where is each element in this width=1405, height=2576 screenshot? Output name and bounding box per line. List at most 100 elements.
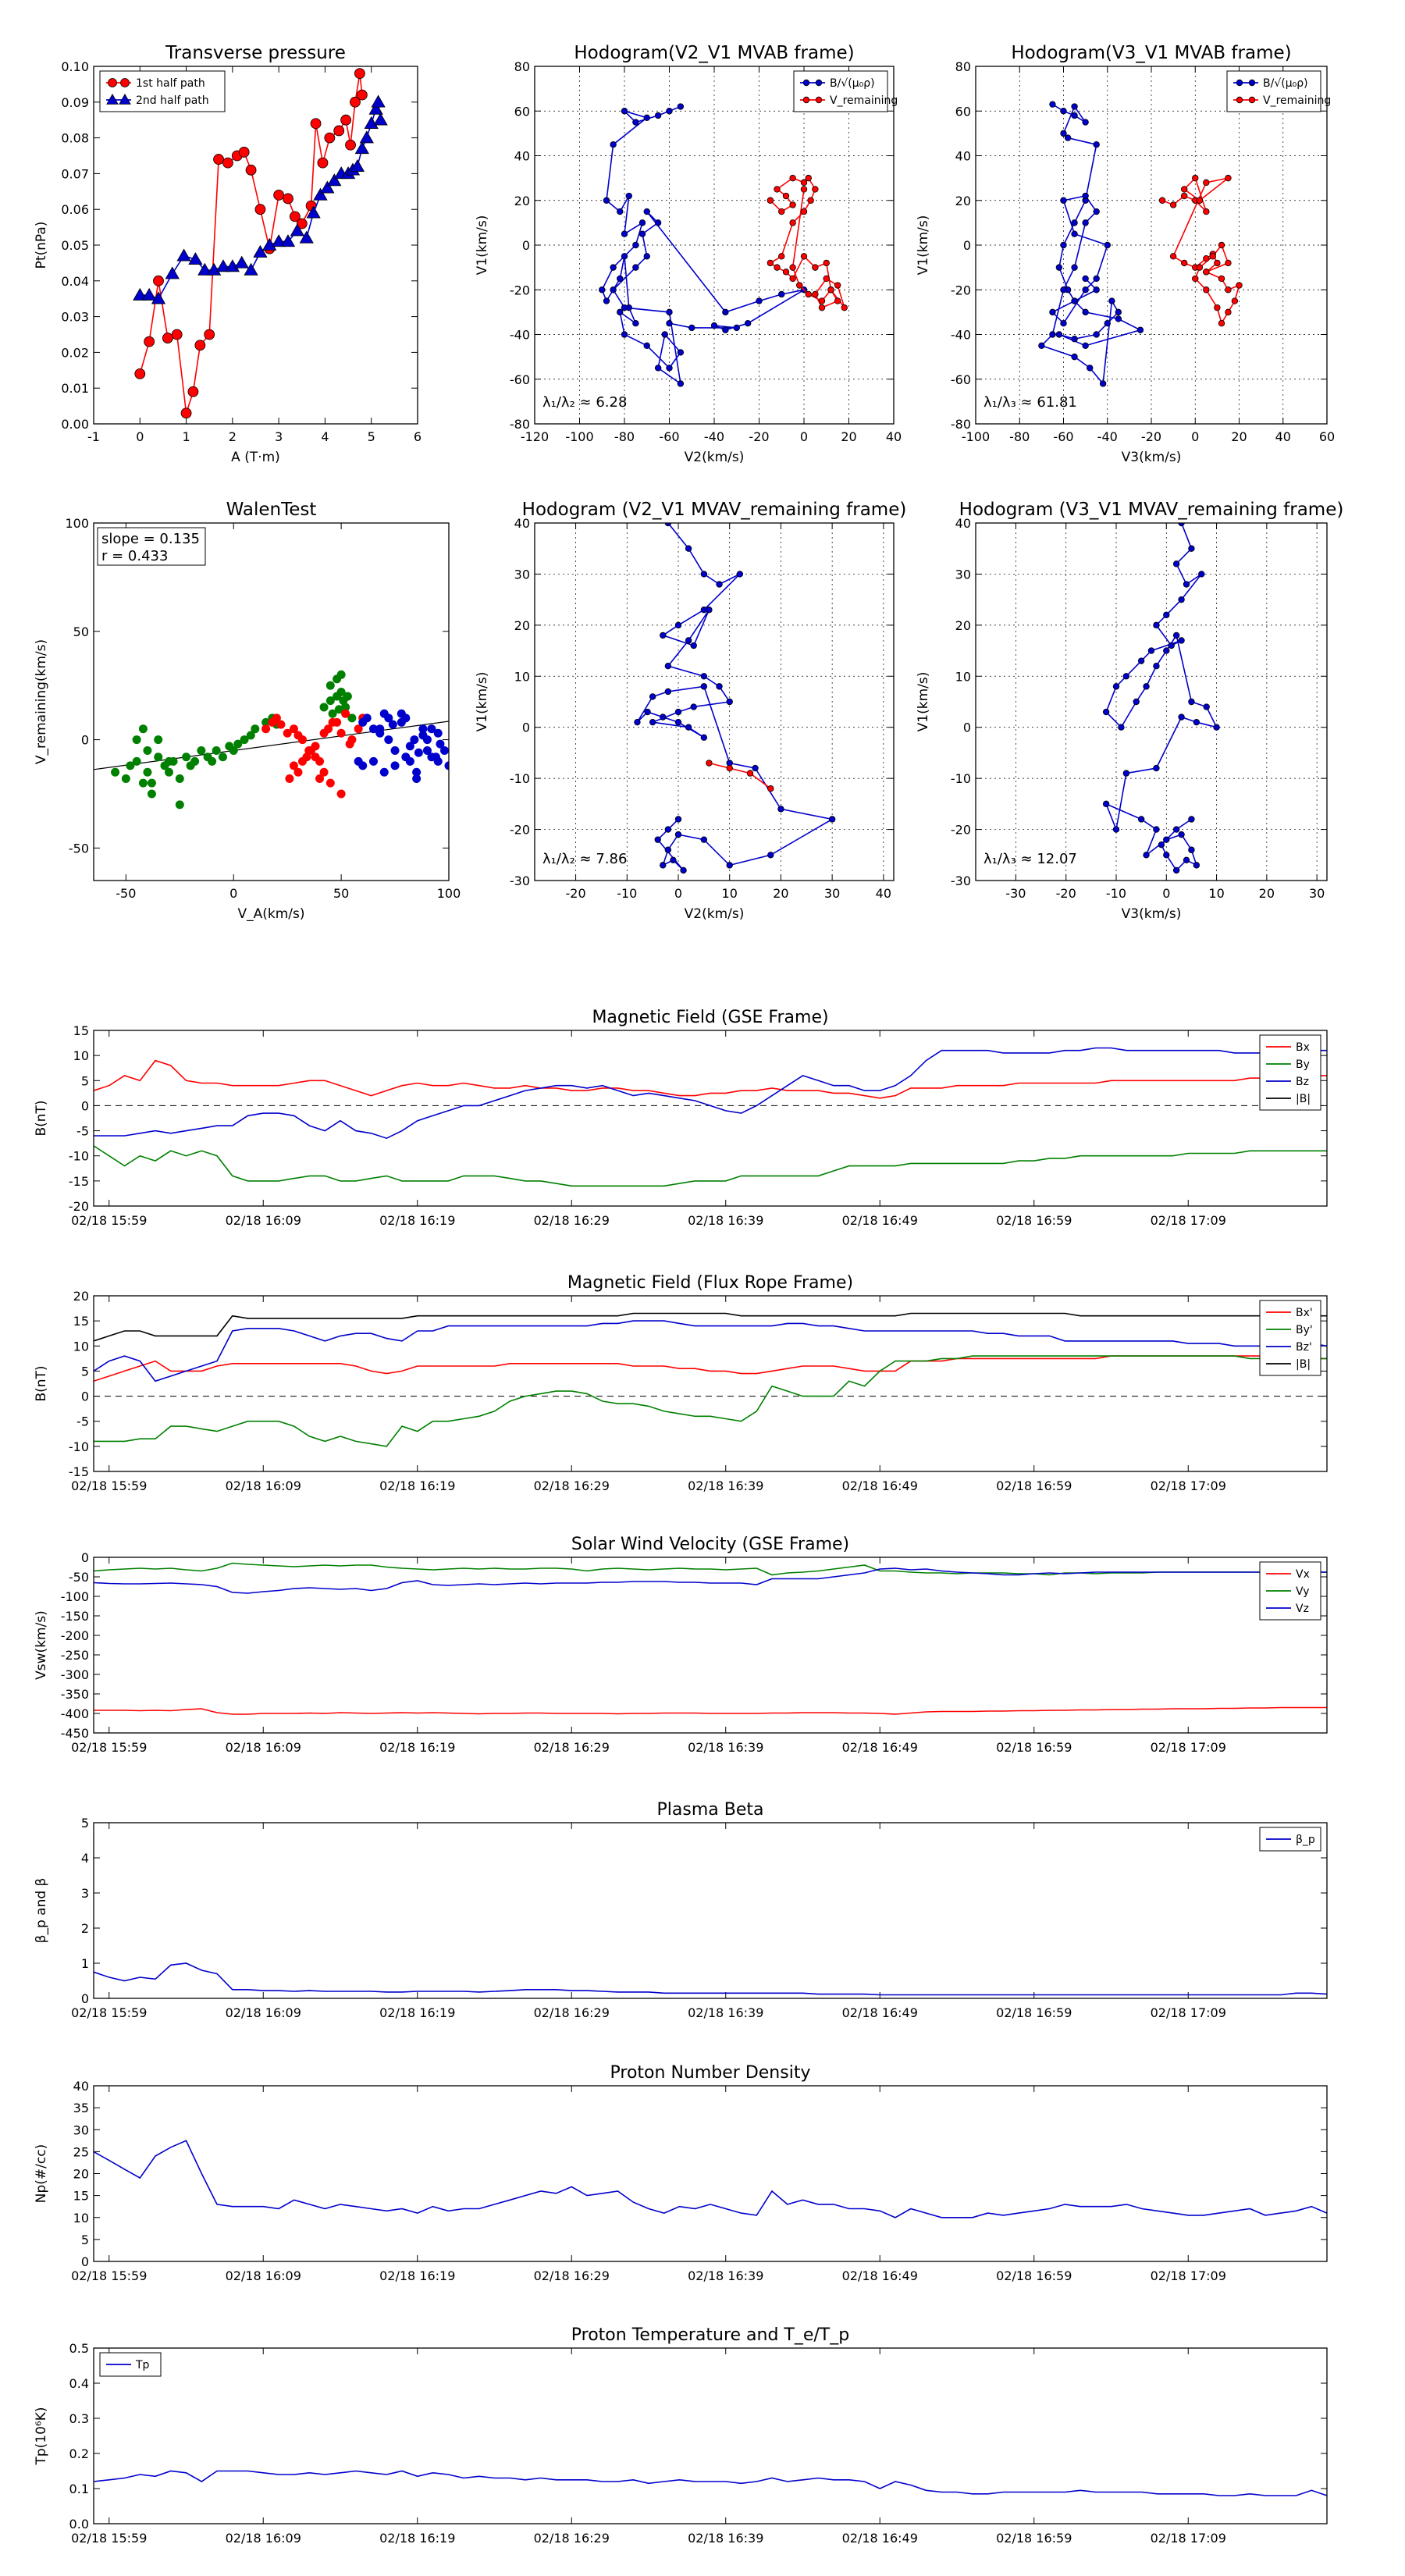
y-tick-label: 30 xyxy=(73,2122,89,2137)
series-2nd-half-path-line xyxy=(140,101,382,300)
series-b-point xyxy=(1093,141,1100,148)
series-v-remaining-point xyxy=(706,760,713,767)
series-v-remaining-point xyxy=(812,264,819,271)
y-tick-label: 0 xyxy=(81,1098,89,1113)
series-2nd-half-path-point xyxy=(354,141,369,155)
x-tick-label: 20 xyxy=(841,429,856,444)
series-v-remaining-point xyxy=(782,269,790,276)
series-2nd-half-path-point xyxy=(272,234,286,247)
series-1st-half-path-point xyxy=(162,333,173,343)
series-v-point xyxy=(1183,856,1190,864)
x-tick-label: -40 xyxy=(704,429,724,444)
y-axis-label: V1(km/s) xyxy=(475,672,490,732)
y-tick-label: 15 xyxy=(73,1314,89,1329)
series-green-point xyxy=(233,739,243,749)
x-tick-label: 02/18 17:09 xyxy=(1151,2005,1226,2020)
y-tick-label: 1 xyxy=(81,1956,89,1971)
x-tick-label: -100 xyxy=(565,429,593,444)
x-tick-label: 02/18 16:09 xyxy=(226,2005,301,2020)
y-tick-label: -10 xyxy=(951,771,971,786)
chart-title: Hodogram (V3_V1 MVAV_remaining frame) xyxy=(959,500,1344,520)
series-green-point xyxy=(143,767,152,777)
series-blue-point xyxy=(410,735,419,745)
y-tick-label: 5 xyxy=(81,1816,89,1831)
legend-label: Tp xyxy=(135,2359,150,2371)
chart-proton-density: Proton Number Density 0 5 10 15 20 25 30 35 40 02/… xyxy=(34,2063,1328,2283)
y-tick-label: 0.02 xyxy=(61,345,89,360)
y-tick-label: 0.01 xyxy=(61,381,89,396)
series-1st-half-path-point xyxy=(317,157,329,169)
series-2nd-half-path-point xyxy=(244,262,258,276)
series-2nd-half-path-point xyxy=(188,252,203,265)
legend-box xyxy=(1259,1300,1321,1376)
series-1st-half-path-point xyxy=(153,275,164,286)
series-red-point xyxy=(311,742,320,751)
series-v-remaining-point xyxy=(823,275,830,283)
x-axis-label: V3(km/s) xyxy=(1122,450,1182,465)
series-green-point xyxy=(147,789,156,799)
x-tick-label: 20 xyxy=(1259,886,1275,901)
series-v-remaining-point xyxy=(1203,179,1210,187)
x-tick-label: 02/18 16:59 xyxy=(996,1478,1072,1493)
x-tick-label: 02/18 16:09 xyxy=(226,1478,301,1493)
plot-data xyxy=(133,68,388,419)
series-b-point xyxy=(756,297,763,304)
series-b-point xyxy=(1055,264,1063,271)
series-b-point xyxy=(1093,286,1100,294)
series-2nd-half-path-point xyxy=(364,116,379,130)
chart-title: Proton Number Density xyxy=(610,2063,811,2083)
plot-data xyxy=(1102,523,1220,874)
y-tick-label: -40 xyxy=(510,328,530,343)
x-tick-label: 02/18 16:49 xyxy=(842,2531,918,2546)
series-1st-half-path-point xyxy=(180,407,192,419)
series-v-remaining-point xyxy=(774,264,781,271)
series-v-remaining-point xyxy=(1203,286,1210,294)
chart-walen-test: WalenTest -50 0 50 100 -50 0 50 100 V_A(km/s) V_re… xyxy=(34,500,461,922)
y-tick-label: 0 xyxy=(81,2254,89,2269)
series-b-point xyxy=(621,108,628,115)
series-1st-half-path-point xyxy=(283,193,293,205)
series-b-point xyxy=(710,322,718,329)
plot-frame xyxy=(93,522,450,881)
chart-title: Solar Wind Velocity (GSE Frame) xyxy=(571,1535,849,1554)
x-tick-label: 02/18 16:49 xyxy=(842,1740,918,1755)
y-axis-label: V1(km/s) xyxy=(475,215,490,276)
series-2nd-half-path-point xyxy=(313,187,328,201)
series-v-remaining-point xyxy=(841,304,848,311)
y-tick-label: 0.03 xyxy=(61,310,89,325)
series-green-point xyxy=(190,756,200,766)
series-red-point xyxy=(293,767,303,777)
series-v-point xyxy=(1102,800,1110,808)
x-tick-label: 20 xyxy=(1231,429,1247,444)
chart-title: WalenTest xyxy=(226,500,317,520)
series-v-point xyxy=(1193,862,1200,869)
series-b-point xyxy=(1049,331,1056,338)
series-1st-half-path-point xyxy=(296,218,308,229)
series-1st-half-path-point xyxy=(171,329,183,340)
series-b-point xyxy=(1087,365,1094,372)
x-tick-label: -20 xyxy=(1141,429,1161,444)
y-tick-label: 40 xyxy=(514,516,530,531)
x-tick-label: 02/18 16:39 xyxy=(688,2005,763,2020)
x-tick-label: 02/18 16:39 xyxy=(688,1213,763,1228)
series-v-point xyxy=(726,698,733,706)
series-v-remaining-point xyxy=(789,264,796,271)
series-1st-half-path-point xyxy=(204,329,215,340)
series-v-remaining-point xyxy=(789,201,796,208)
y-axis-label: V1(km/s) xyxy=(916,215,931,276)
x-tick-label: 40 xyxy=(886,429,902,444)
x-tick-label: -120 xyxy=(521,429,549,444)
series-2nd-half-path-point xyxy=(299,230,314,244)
series-v-point xyxy=(685,724,692,731)
y-tick-label: -250 xyxy=(61,1648,89,1663)
y-tick-label: 60 xyxy=(955,104,971,119)
series-by-line xyxy=(94,1145,1327,1187)
x-tick-label: 10 xyxy=(722,886,738,901)
chart-hodogram-v2v1-mvab: Hodogram(V2_V1 MVAB frame) -80 -60 -40 -20 0 2… xyxy=(475,43,902,465)
series-green-point xyxy=(138,778,148,788)
series-b-point xyxy=(722,308,729,316)
plot-data xyxy=(94,1962,1327,1996)
y-tick-label: 5 xyxy=(81,1364,89,1379)
y-tick-label: -80 xyxy=(510,417,530,432)
series-v-line xyxy=(636,523,834,871)
